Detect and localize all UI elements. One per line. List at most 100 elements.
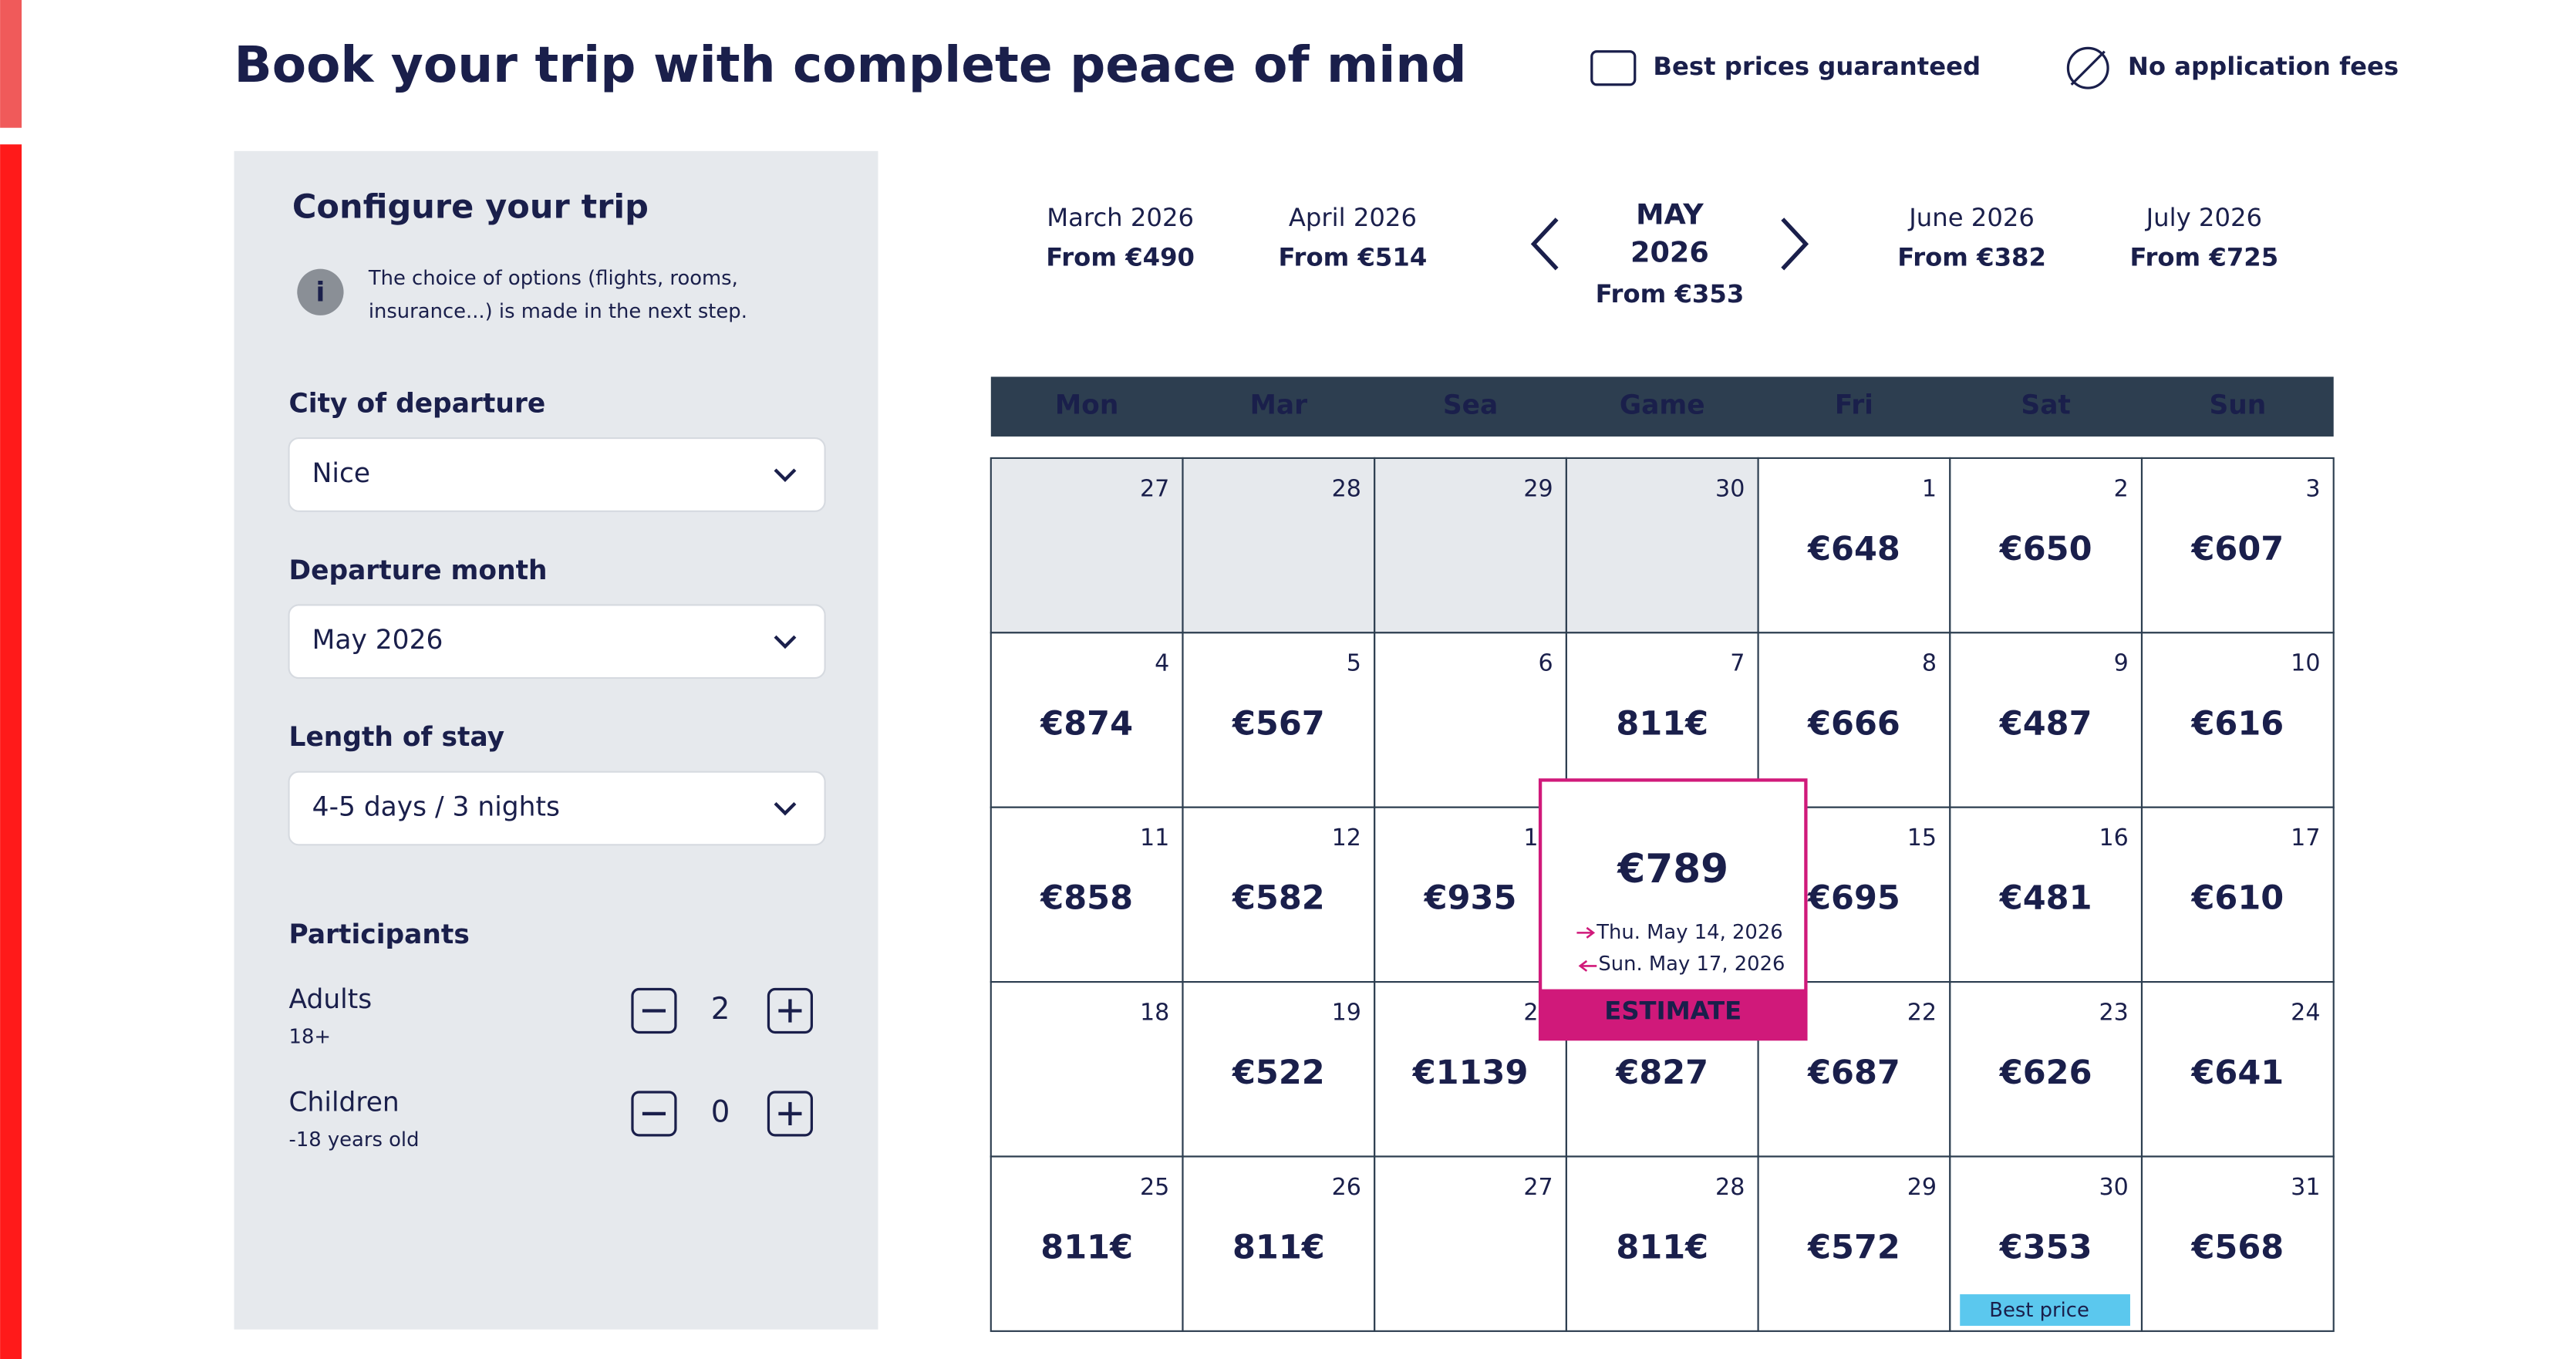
day-number: 25 [1140, 1174, 1169, 1201]
day-cell[interactable] [1374, 806, 1567, 983]
day-cell[interactable] [1182, 806, 1376, 983]
day-number: 29 [1523, 475, 1553, 502]
best-price-text: Best price [1989, 1299, 2089, 1322]
badge-icon [2070, 50, 2106, 86]
badge-text: Best prices guaranteed [1653, 52, 1981, 81]
day-number: 22 [1907, 999, 1937, 1026]
plus-button[interactable] [767, 1091, 814, 1137]
select-chevron[interactable] [774, 468, 797, 482]
day-cell[interactable] [990, 632, 1184, 808]
day-price: €827 [1615, 1054, 1708, 1092]
day-cell[interactable] [1565, 632, 1759, 808]
day-number: 26 [1332, 1174, 1361, 1201]
return-arrow [1578, 959, 1597, 972]
day-cell [1182, 457, 1376, 634]
weekday: Sea [1443, 390, 1498, 421]
day-cell[interactable] [1374, 632, 1567, 808]
badge-icon [2066, 46, 2109, 89]
day-number: 4 [1155, 650, 1169, 677]
day-price: €1139 [1412, 1054, 1529, 1092]
depart-arrow [1576, 926, 1596, 939]
weekday: Sat [2021, 390, 2070, 421]
day-number: 19 [1332, 999, 1361, 1026]
day-cell[interactable] [1949, 981, 2143, 1158]
select-value: May 2026 [312, 625, 443, 656]
day-cell[interactable] [1949, 632, 2143, 808]
select-value: Nice [312, 458, 370, 489]
month-label: March 2026 [1047, 203, 1194, 232]
day-cell[interactable] [1757, 457, 1951, 634]
day-price: €481 [1999, 879, 2092, 918]
weekday: Game [1620, 390, 1705, 421]
day-number: 7 [1730, 650, 1745, 677]
day-number: 17 [2291, 825, 2320, 851]
day-number: 8 [1922, 650, 1937, 677]
day-price: €610 [2190, 879, 2284, 918]
day-price: 811€ [1232, 1228, 1325, 1266]
day-cell[interactable] [990, 806, 1184, 983]
month-price: From €514 [1279, 243, 1428, 272]
select-box[interactable] [288, 771, 826, 846]
day-cell[interactable] [1949, 806, 2143, 983]
badge-text: No application fees [2128, 52, 2399, 81]
select-chevron[interactable] [774, 635, 797, 649]
next-arrow[interactable] [1781, 218, 1809, 271]
day-price: 811€ [1616, 1228, 1708, 1266]
current-price: From €353 [1596, 279, 1745, 309]
select-chevron[interactable] [774, 802, 797, 816]
day-price: 811€ [1040, 1228, 1133, 1266]
day-cell[interactable] [1182, 632, 1376, 808]
day-price: €666 [1807, 704, 1900, 743]
day-cell[interactable] [990, 981, 1184, 1158]
prev-arrow[interactable] [1530, 218, 1559, 271]
minus-button[interactable] [631, 987, 677, 1034]
day-cell[interactable] [1949, 457, 2143, 634]
weekday: Mon [1055, 390, 1118, 421]
day-cell[interactable] [1182, 1155, 1376, 1332]
select-box[interactable] [288, 604, 826, 680]
day-price: €522 [1232, 1054, 1325, 1092]
day-price: €572 [1807, 1228, 1900, 1266]
month-label: June 2026 [1907, 203, 2035, 232]
day-price: €616 [2190, 704, 2284, 743]
tooltip-price: €789 [1617, 846, 1728, 892]
day-number: 11 [1140, 825, 1169, 851]
plus-button[interactable] [767, 987, 814, 1034]
month-price: From €382 [1897, 243, 2046, 272]
day-cell[interactable] [2140, 1155, 2335, 1332]
field-label: Departure month [289, 555, 548, 586]
day-number: 30 [2099, 1174, 2128, 1201]
day-price: €935 [1424, 879, 1517, 918]
weekday: Sun [2209, 390, 2266, 421]
sidebar-title: Configure your trip [292, 188, 649, 227]
minus-button[interactable] [631, 1091, 677, 1137]
day-cell[interactable] [2140, 457, 2335, 634]
month-label: July 2026 [2145, 203, 2262, 232]
month-label: April 2026 [1289, 203, 1417, 232]
participant-sub: -18 years old [289, 1128, 420, 1152]
day-cell[interactable] [2140, 981, 2335, 1158]
day-number: 31 [2291, 1174, 2320, 1201]
current-month: MAY [1636, 197, 1704, 231]
day-number: 16 [2099, 825, 2128, 851]
day-number: 29 [1907, 1174, 1937, 1201]
day-cell[interactable] [2140, 632, 2335, 808]
day-number: 24 [2291, 999, 2320, 1026]
day-number: 28 [1715, 1174, 1745, 1201]
day-price: €607 [2190, 530, 2284, 568]
participants-title: Participants [289, 919, 470, 950]
select-box[interactable] [288, 437, 826, 512]
day-price: €582 [1232, 879, 1325, 918]
page-title: Book your trip with complete peace of mi… [234, 36, 1467, 94]
estimate-band [1540, 989, 1806, 1040]
edge-bar [0, 0, 22, 128]
day-price: €567 [1232, 704, 1325, 743]
participant-sub: 18+ [289, 1025, 331, 1048]
day-number: 2 [2114, 475, 2129, 502]
day-cell [1374, 457, 1567, 634]
estimate-tag: ESTIMATE [1604, 996, 1741, 1026]
weekday-header [990, 376, 2334, 437]
day-number: 5 [1347, 650, 1361, 677]
